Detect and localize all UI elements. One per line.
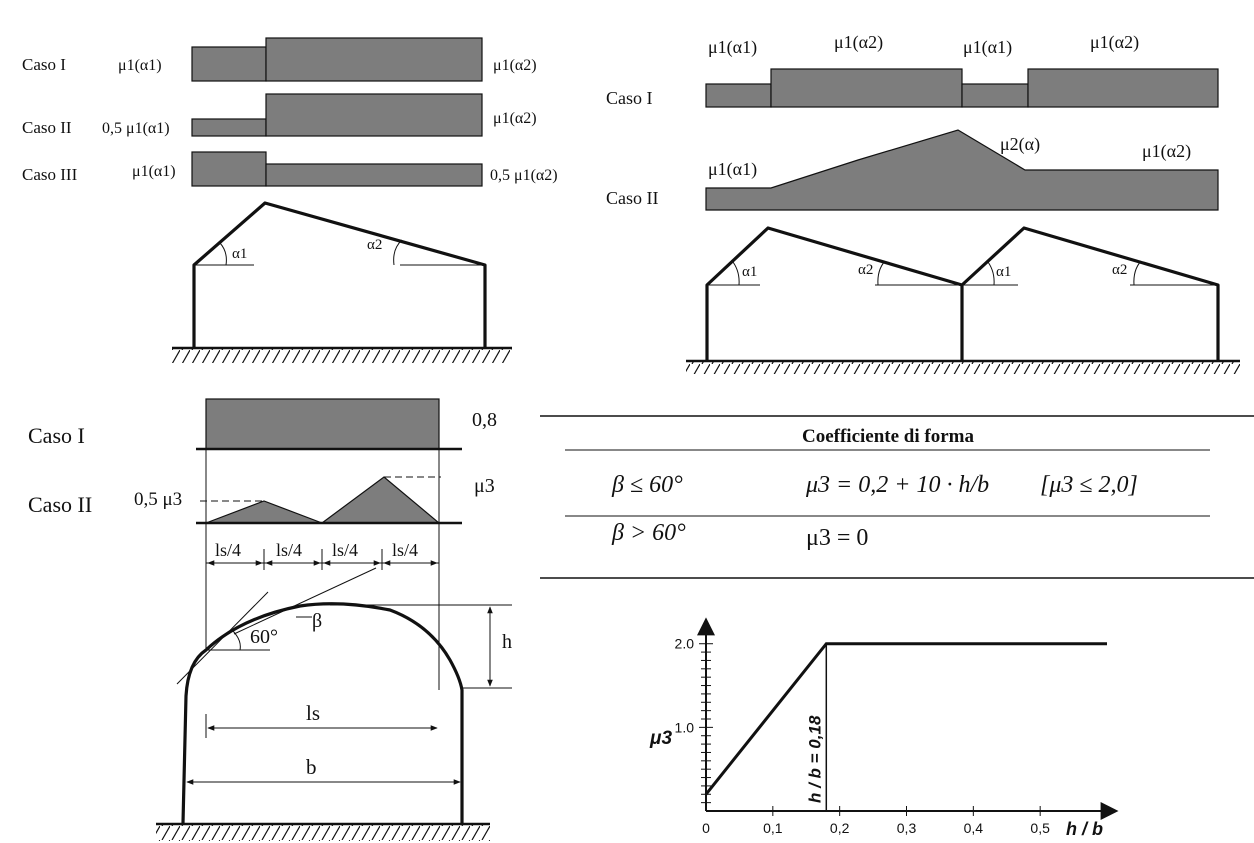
chart-y-label: μ3 <box>649 728 672 749</box>
bl-caso2-left: 0,5 μ3 <box>134 489 182 510</box>
tl-caso2-left-block <box>191 118 267 137</box>
tr-caso1-label: Caso I <box>606 88 653 108</box>
table-title: Coefficiente di forma <box>802 426 974 447</box>
tr-c1-label-3: μ1(α1) <box>963 37 1012 58</box>
bl-quarter-2: ls/4 <box>276 540 302 560</box>
tl-angle-arc-left <box>219 242 227 266</box>
chart-x-tick-label: 0,3 <box>897 820 917 836</box>
chart-series-line <box>704 642 1107 796</box>
tl-caso1-right: μ1(α2) <box>493 57 537 74</box>
tr-c2-right: μ1(α2) <box>1142 141 1191 162</box>
tr-angle-3: α1 <box>996 264 1011 280</box>
tl-caso3-left-block <box>191 151 267 187</box>
tr-c1-block-3 <box>961 83 1029 108</box>
bl-caso2-triangle-left <box>205 500 323 524</box>
tr-c1-label-1: μ1(α1) <box>708 37 757 58</box>
tl-caso2-left: 0,5 μ1(α1) <box>102 120 170 137</box>
bl-caso2-label: Caso II <box>28 492 92 517</box>
tr-c1-label-2: μ1(α2) <box>834 32 883 53</box>
tr-c2-peak: μ2(α) <box>1000 134 1040 155</box>
bl-h-label: h <box>502 631 512 653</box>
tr-c2-left: μ1(α1) <box>708 159 757 180</box>
table-row2-formula: μ3 = 0 <box>806 525 868 551</box>
chart-x-tick-label: 0,5 <box>1030 820 1050 836</box>
tr-angle-2: α2 <box>858 262 873 278</box>
table-row1-formula: μ3 = 0,2 + 10 · h/b <box>805 472 989 498</box>
chart-y-tick-label: 2.0 <box>675 636 695 652</box>
bl-arch-frame <box>181 602 464 824</box>
tl-angle-arc-right <box>393 239 403 266</box>
bl-quarter-3: ls/4 <box>332 540 358 560</box>
tl-caso3-left: μ1(α1) <box>132 163 176 180</box>
table-row1-limit: [μ3 ≤ 2,0] <box>1040 472 1138 498</box>
chart-x-tick-label: 0,2 <box>830 820 850 836</box>
chart-x-label: h / b <box>1066 819 1103 839</box>
tr-arc-4 <box>1133 260 1142 286</box>
tl-caso3-right-block <box>265 163 483 187</box>
top-left-panel: Caso I μ1(α1) μ1(α2) Caso II 0,5 μ1(α1) … <box>22 37 558 363</box>
tl-caso1-label: Caso I <box>22 55 66 74</box>
tr-angle-4: α2 <box>1112 262 1127 278</box>
bl-caso2-triangle-right <box>320 476 441 524</box>
tl-caso2-right: μ1(α2) <box>493 110 537 127</box>
chart-x-tick-label: 0,1 <box>763 820 783 836</box>
tl-caso1-left-block <box>191 46 267 82</box>
tl-caso2-right-block <box>265 93 483 137</box>
bl-caso1-label: Caso I <box>28 423 85 448</box>
tr-c1-block-4 <box>1027 68 1219 108</box>
tl-ground-hatch <box>172 349 512 363</box>
chart-x-tick-label: 0 <box>702 820 710 836</box>
table-row1-condition: β ≤ 60° <box>611 472 683 498</box>
tl-alpha2: α2 <box>367 237 382 253</box>
bl-angle-60: 60° <box>250 626 278 648</box>
tl-alpha1: α1 <box>232 246 247 262</box>
bl-tangent-60 <box>176 591 269 685</box>
tl-caso1-right-block <box>265 37 483 82</box>
chart-y-tick-label: 1.0 <box>675 719 695 735</box>
bl-caso2-right: μ3 <box>474 475 495 497</box>
tl-caso2-label: Caso II <box>22 118 72 137</box>
tr-arc-2 <box>877 260 886 286</box>
tl-gable-frame <box>192 201 487 347</box>
tr-angle-1: α1 <box>742 264 757 280</box>
tr-arc-1 <box>732 261 740 286</box>
bl-arc-60 <box>231 629 241 651</box>
bl-tangent-beta <box>233 567 377 635</box>
bl-caso1-value: 0,8 <box>472 409 497 431</box>
bl-ground-hatch <box>156 825 490 841</box>
tr-ground-hatch <box>686 362 1240 374</box>
shape-coefficient-table: Coefficiente di forma β ≤ 60° μ3 = 0,2 +… <box>540 415 1254 579</box>
tl-caso1-left: μ1(α1) <box>118 57 162 74</box>
tr-c2-load-shape <box>705 129 1219 211</box>
tr-caso2-label: Caso II <box>606 188 659 208</box>
chart-x-tick-label: 0,4 <box>964 820 984 836</box>
top-right-panel: μ1(α1) μ1(α2) μ1(α1) μ1(α2) Caso I μ2(α)… <box>606 32 1240 374</box>
tl-caso3-right: 0,5 μ1(α2) <box>490 167 558 184</box>
bl-quarter-1: ls/4 <box>215 540 241 560</box>
tr-arc-3 <box>987 261 995 286</box>
bl-beta: β <box>312 610 322 632</box>
table-row2-condition: β > 60° <box>611 520 686 546</box>
bl-ls-label: ls <box>306 701 320 725</box>
tr-c1-label-4: μ1(α2) <box>1090 32 1139 53</box>
mu3-chart: μ3 h / b 1.0 2.0 0 0,1 0,2 0,3 0,4 0,5 h / b = 0… <box>649 617 1119 839</box>
tl-caso3-label: Caso III <box>22 165 78 184</box>
bottom-left-panel: Caso I 0,8 Caso II 0,5 μ3 μ3 ls/4 ls/4 l… <box>28 398 512 841</box>
bl-caso1-load <box>205 398 440 450</box>
bl-quarter-4: ls/4 <box>392 540 418 560</box>
tr-c1-block-2 <box>770 68 963 108</box>
bl-b-label: b <box>306 755 317 779</box>
chart-annotation: h / b = 0,18 <box>805 715 824 803</box>
tr-c1-block-1 <box>705 83 772 108</box>
